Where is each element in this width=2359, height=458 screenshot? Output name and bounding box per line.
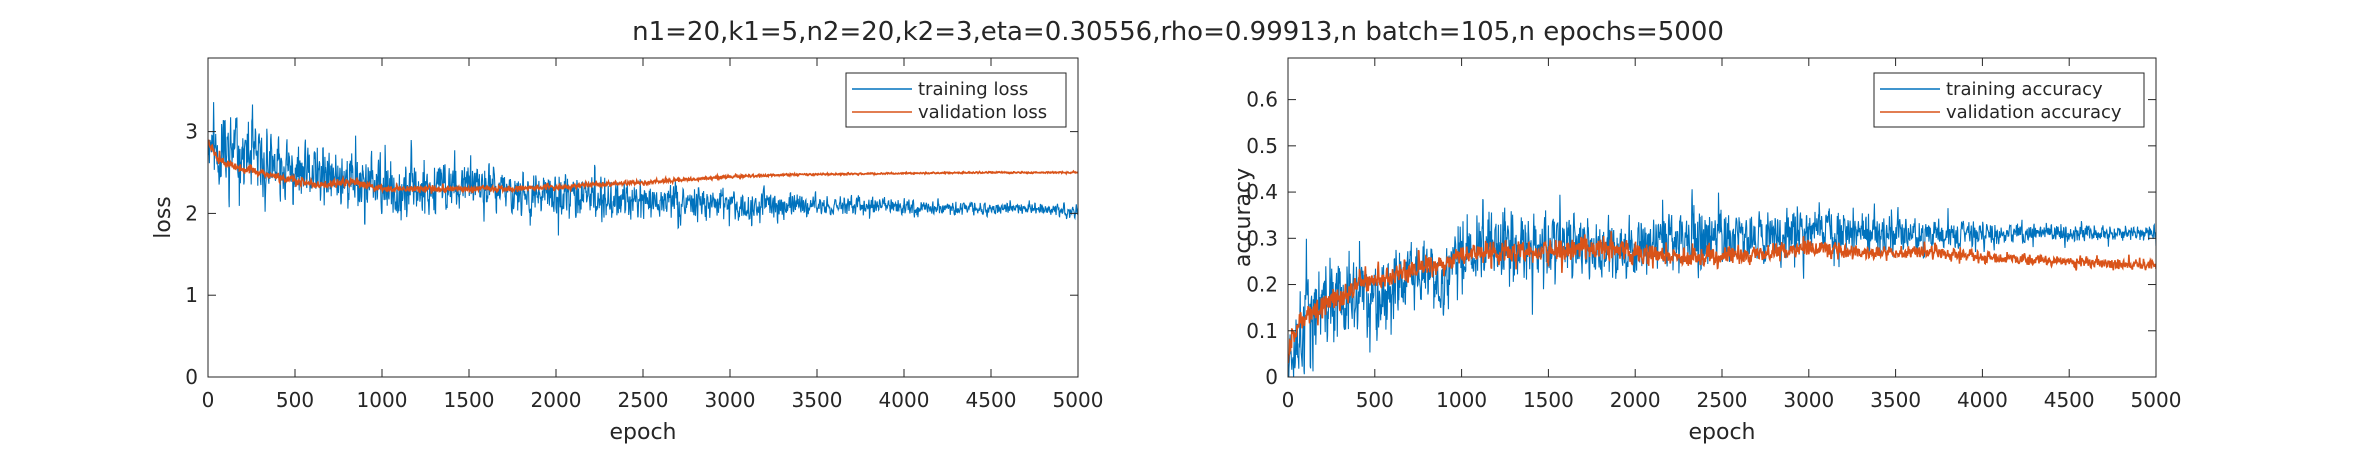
x-tick-label: 3500 bbox=[1870, 388, 1921, 412]
x-tick-label: 3000 bbox=[705, 388, 756, 412]
x-tick-label: 2000 bbox=[1610, 388, 1661, 412]
y-tick-label: 0.2 bbox=[1246, 273, 1278, 297]
x-tick-label: 0 bbox=[1282, 388, 1295, 412]
chart-panel-2: 0 500 1000 1500 2000 2500 3000 3500 4000 4500 5000… bbox=[1231, 57, 2182, 445]
y-tick-label: 0.5 bbox=[1246, 134, 1278, 158]
legend-entry: training loss bbox=[918, 79, 1028, 100]
legend-entry: training accuracy bbox=[1946, 79, 2103, 100]
series-line-2 bbox=[208, 139, 1078, 195]
x-tick-label: 4500 bbox=[2044, 388, 2095, 412]
y-tick-label: 0.3 bbox=[1246, 226, 1278, 250]
legend-entry: validation loss bbox=[918, 102, 1047, 123]
x-tick-label: 1000 bbox=[357, 388, 408, 412]
y-axis-label: loss bbox=[151, 196, 176, 239]
y-tick-label: 0 bbox=[185, 365, 198, 389]
y-tick-label: 1 bbox=[185, 283, 198, 307]
x-tick-label: 3000 bbox=[1783, 388, 1834, 412]
y-tick-label: 0 bbox=[1265, 365, 1278, 389]
x-tick-label: 5000 bbox=[2131, 388, 2182, 412]
y-tick-label: 0.6 bbox=[1246, 88, 1278, 112]
x-tick-label: 1000 bbox=[1436, 388, 1487, 412]
figure-title: n1=20,k1=5,n2=20,k2=3,eta=0.30556,rho=0.… bbox=[632, 17, 1724, 47]
chart-panel-1: 0 500 1000 1500 2000 2500 3000 3500 4000 4500 5000… bbox=[151, 57, 1104, 445]
y-tick-label: 3 bbox=[185, 120, 198, 144]
legend-box bbox=[1873, 72, 2145, 128]
x-tick-label: 4000 bbox=[1957, 388, 2008, 412]
x-tick-label: 2000 bbox=[531, 388, 582, 412]
x-tick-label: 5000 bbox=[1053, 388, 1104, 412]
x-axis-label: epoch bbox=[1689, 420, 1756, 445]
x-tick-label: 3500 bbox=[792, 388, 843, 412]
legend-entry: validation accuracy bbox=[1946, 102, 2122, 123]
y-tick-label: 2 bbox=[185, 201, 198, 225]
x-tick-label: 2500 bbox=[618, 388, 669, 412]
x-tick-label: 2500 bbox=[1697, 388, 1748, 412]
y-tick-label: 0.4 bbox=[1246, 180, 1278, 204]
x-tick-label: 4000 bbox=[879, 388, 930, 412]
legend-box bbox=[845, 72, 1067, 128]
y-axis-label: accuracy bbox=[1231, 168, 1256, 267]
x-tick-label: 1500 bbox=[1523, 388, 1574, 412]
series-line-2 bbox=[1288, 231, 2156, 363]
series-line-1 bbox=[208, 102, 1078, 236]
x-tick-label: 0 bbox=[202, 388, 215, 412]
x-tick-label: 500 bbox=[1356, 388, 1394, 412]
y-tick-label: 0.1 bbox=[1246, 319, 1278, 343]
x-tick-label: 4500 bbox=[966, 388, 1017, 412]
x-axis-label: epoch bbox=[610, 420, 677, 445]
x-tick-label: 1500 bbox=[444, 388, 495, 412]
x-tick-label: 500 bbox=[276, 388, 314, 412]
